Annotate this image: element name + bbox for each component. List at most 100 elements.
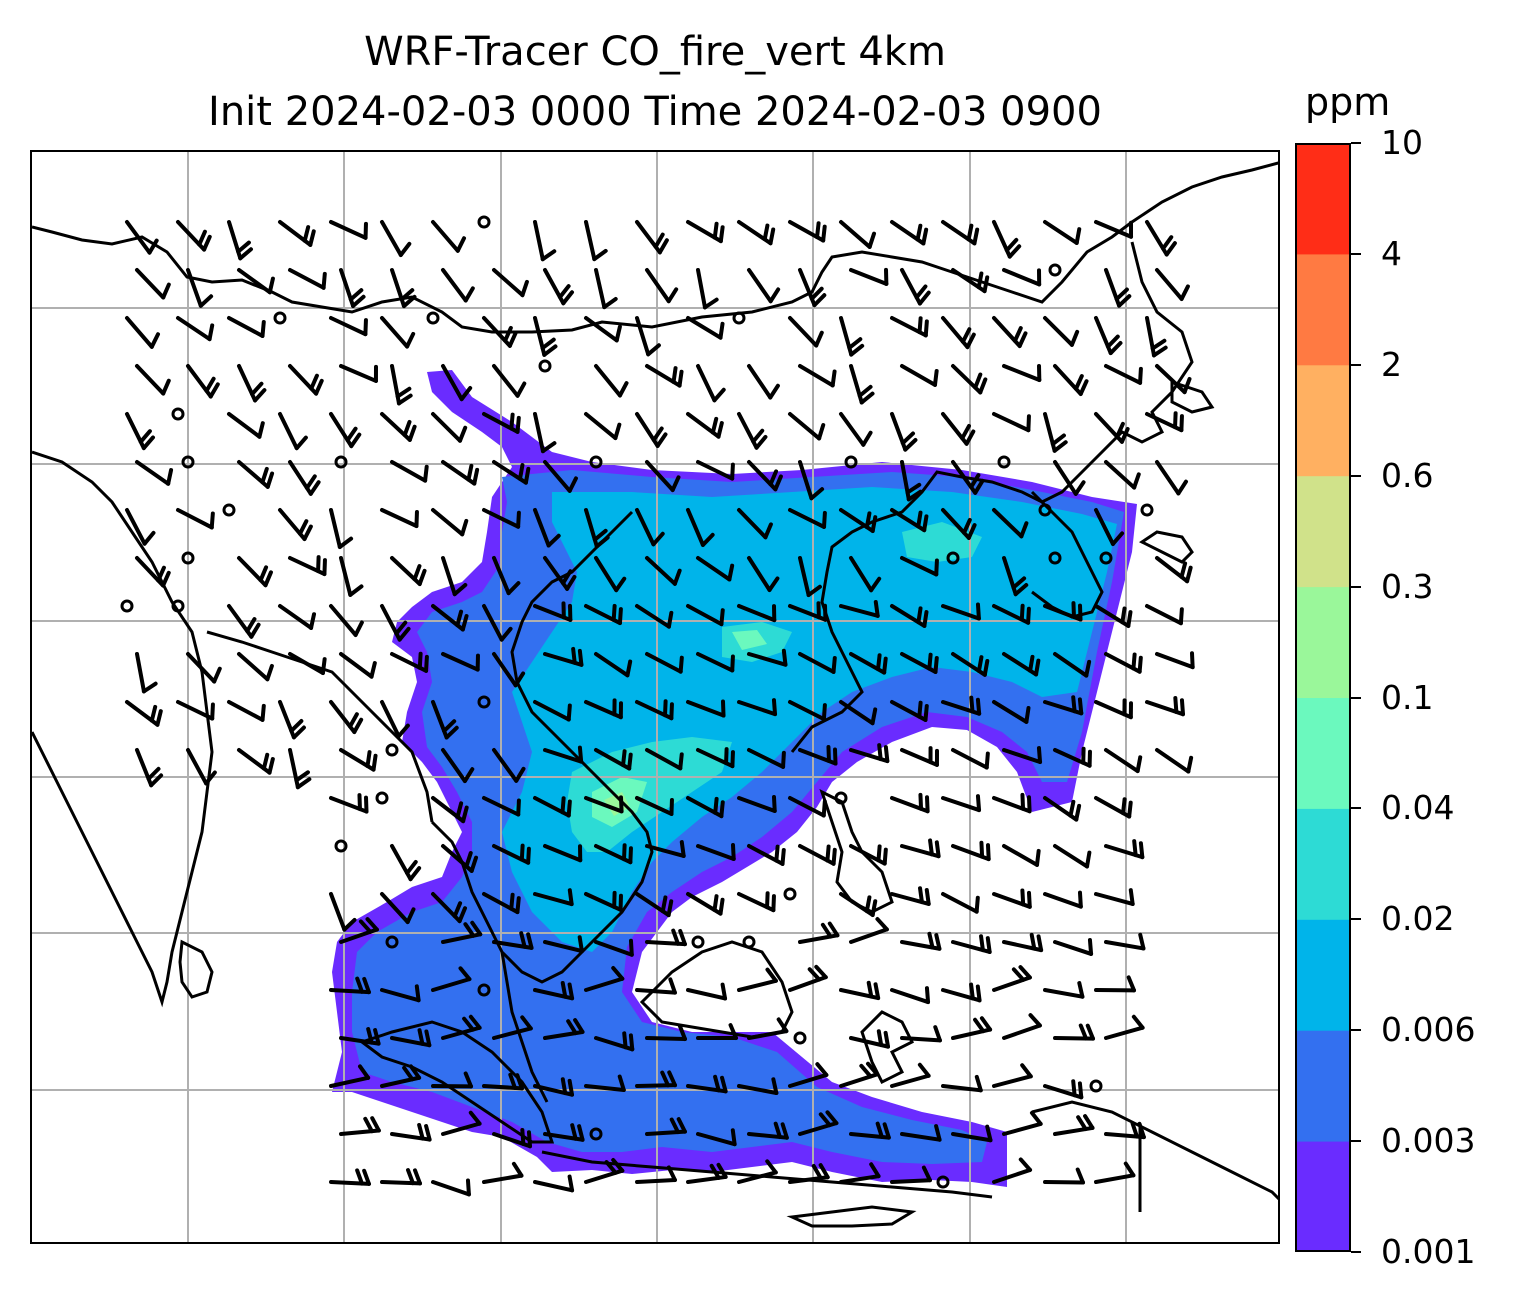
wind-barb [737,1159,778,1184]
plot-title-line-2: Init 2024-02-03 0000 Time 2024-02-03 090… [208,89,1102,135]
wind-barb [1002,1013,1042,1040]
wind-barb [737,220,776,246]
wind-barb [584,698,623,720]
calm-wind-marker [834,791,848,805]
wind-barb [798,364,837,388]
wind-barb [1104,1014,1145,1040]
wind-barb [890,886,931,906]
wind-barb [890,792,930,814]
calm-wind-marker [997,455,1011,469]
wind-barb [186,364,220,399]
wind-barb [890,604,929,628]
wind-barb [900,364,939,387]
wind-barb [125,220,159,255]
wind-barb [1043,1079,1084,1100]
wind-barb [737,794,777,813]
wind-barb [543,1123,585,1142]
colorbar-tick-label: 0.3 [1381,566,1434,606]
wind-barb [533,796,572,818]
wind-barb [635,796,674,816]
wind-barb [1104,748,1143,774]
wind-barb [1094,316,1123,356]
wind-barb [941,316,976,350]
wind-barb [431,892,468,924]
wind-barb [380,700,410,739]
wind-barb [992,888,1032,909]
wind-barb [941,982,982,1003]
wind-barb [696,556,735,582]
wind-barb [237,652,274,682]
wind-barb [788,796,827,818]
wind-barb [390,364,413,406]
wind-barb [696,268,719,310]
plume-level-002 [567,522,982,852]
wind-barb [1043,601,1083,622]
wind-barb [543,646,584,667]
wind-barb [941,695,982,716]
wind-barb [176,220,212,252]
coastline-sri-lanka [178,939,214,999]
wind-barb [635,604,674,629]
calm-wind-marker [477,215,491,229]
wind-barb [1104,932,1146,951]
wind-barb [482,1161,524,1184]
wind-barb [645,364,684,388]
wind-barb [839,980,881,1001]
wind-barb [1043,981,1085,999]
calm-wind-marker [589,1127,603,1141]
colorbar [1295,143,1351,1252]
wind-barb [1145,316,1168,358]
colorbar-tick-label: 0.04 [1381,788,1455,828]
wind-barb [1094,220,1134,239]
wind-barb [788,316,824,348]
wind-barb [890,412,918,452]
wind-barb [1053,1114,1095,1136]
wind-barb [329,604,364,637]
wind-barb [492,1127,532,1149]
wind-barb [645,748,684,771]
wind-barb [533,220,557,262]
colorbar-tick-label: 0.1 [1381,677,1434,717]
wind-barb [380,604,411,642]
wind-barb [635,508,665,547]
wind-barb [645,1117,687,1136]
colorbar-tick-label: 10 [1381,123,1423,162]
gridlines [32,152,1278,1242]
wind-barb [135,364,171,396]
wind-barb [900,746,939,767]
colorbar-segment [1295,253,1351,366]
wind-barb [339,1116,381,1136]
wind-barb [849,844,888,866]
colorbar-tick [1351,1140,1361,1143]
wind-barb [237,556,273,588]
colorbar-segment [1295,586,1351,698]
wind-barb [1145,695,1185,717]
wind-barb [900,1124,942,1142]
wind-barb [1145,411,1184,433]
wind-barb [441,1014,482,1040]
wind-barb [176,316,215,342]
wind-barb [992,1157,1033,1184]
wind-barb [584,316,622,343]
colorbar-tick-label: 0.001 [1381,1232,1476,1271]
wind-barb [747,556,780,592]
wind-barb [890,1062,931,1088]
colorbar-segment [1295,1030,1351,1142]
wind-barb [431,508,469,537]
wind-barb [492,748,526,783]
wind-barb [543,268,574,306]
wind-barb [482,412,521,434]
wind-barb [798,1110,839,1136]
wind-barb [441,460,480,486]
wind-barb [380,1064,422,1088]
wind-barb [900,460,923,502]
calm-wind-marker [783,887,797,901]
tracer-plume-layer [332,370,1137,1187]
wind-barb [584,1157,625,1184]
calm-wind-marker [334,455,348,469]
wind-barb [839,700,878,726]
coastlines [32,161,1278,1228]
wind-barb [1104,460,1141,490]
wind-barb [543,460,578,493]
wind-barb [1094,698,1133,720]
